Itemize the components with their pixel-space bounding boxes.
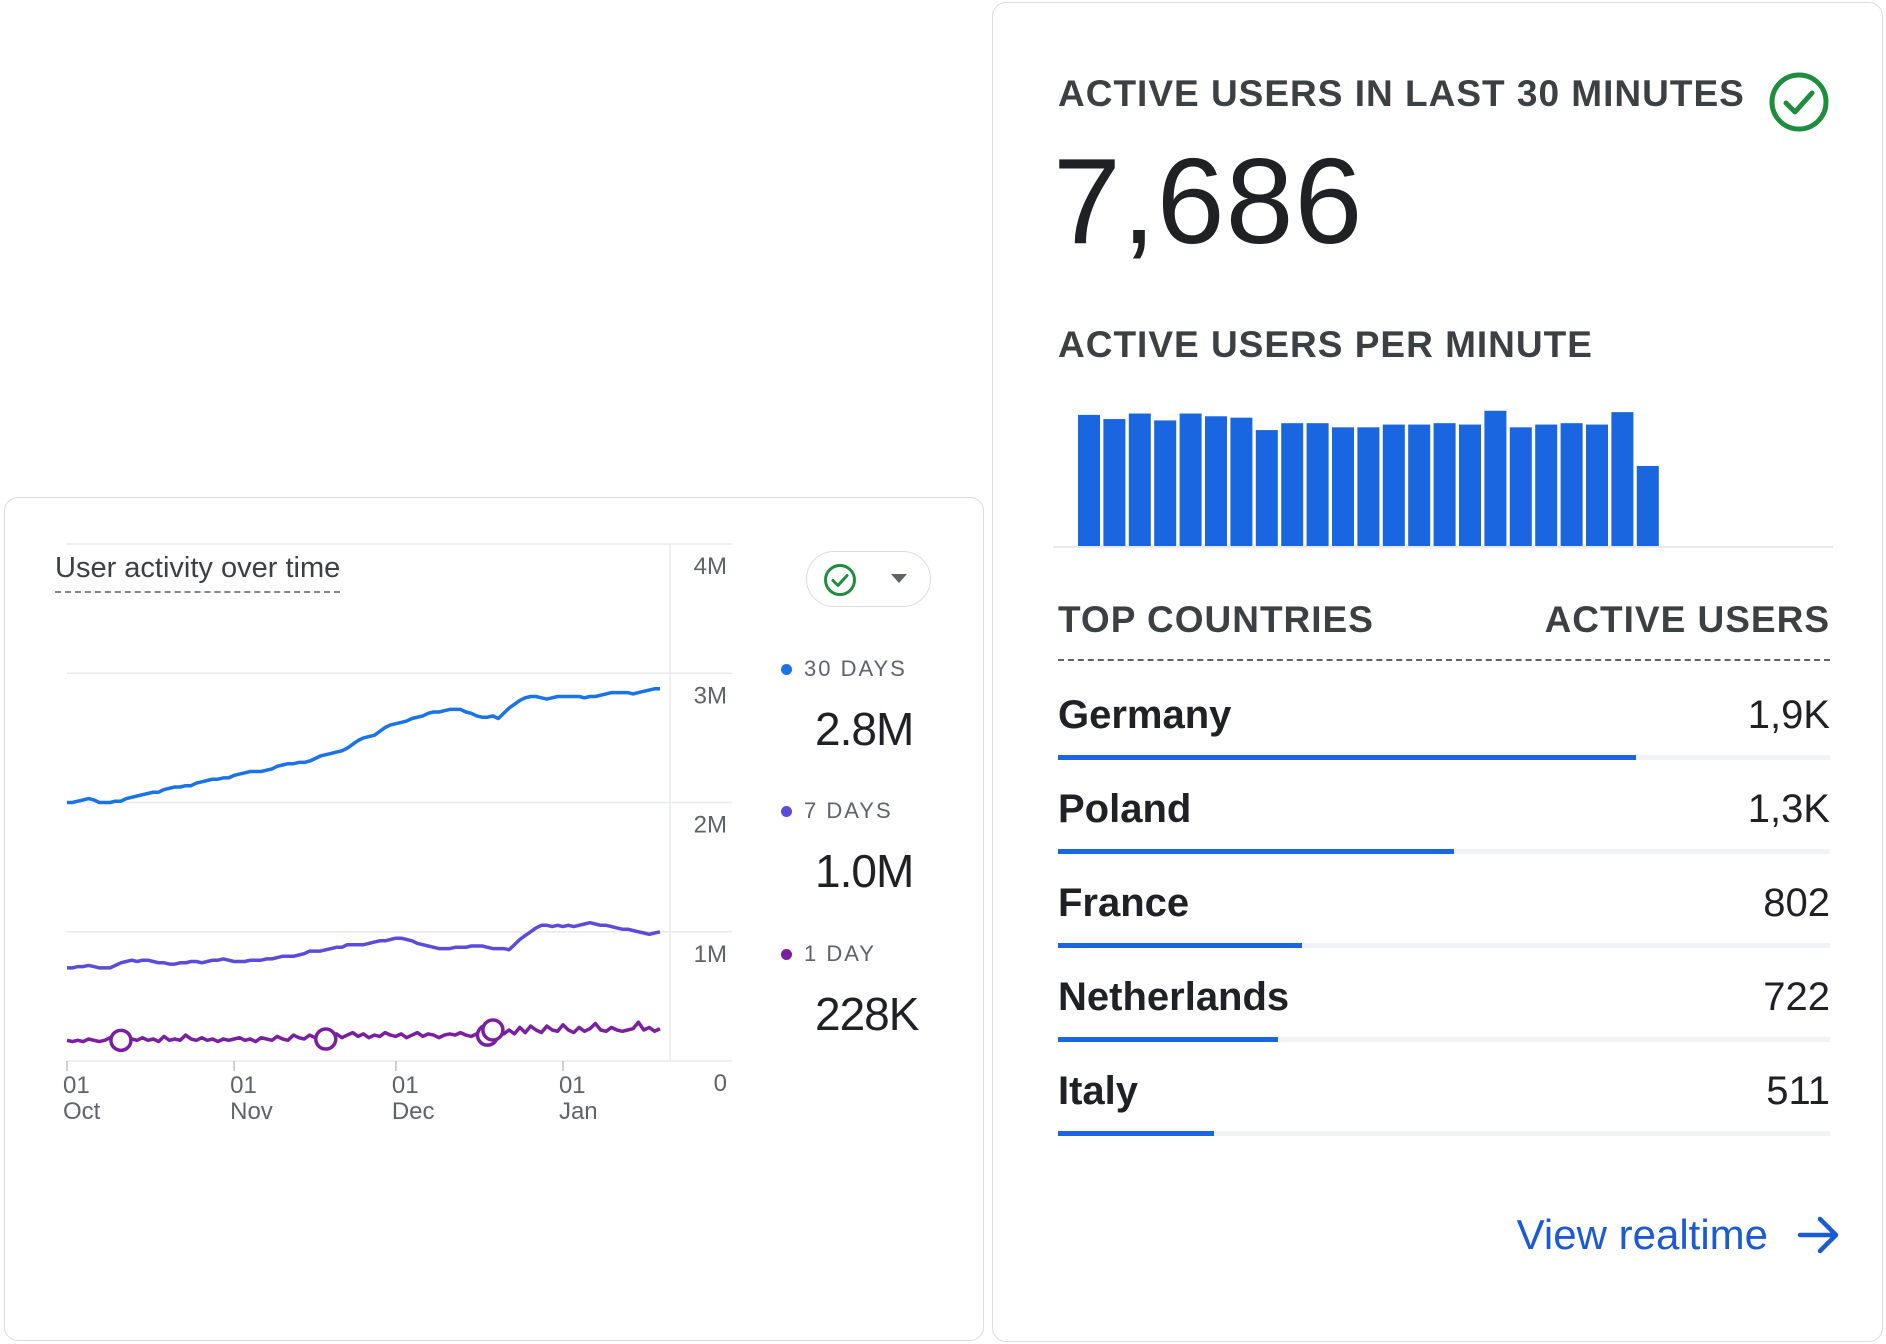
bar <box>1230 417 1253 546</box>
country-name: Netherlands <box>1058 975 1290 1019</box>
legend-label: 30 DAYS <box>804 656 907 681</box>
y-tick-label: 3M <box>694 682 727 709</box>
series-line-30-days <box>67 687 660 805</box>
country-name: Poland <box>1058 787 1192 831</box>
bar <box>1560 423 1583 546</box>
legend-value: 1.0M <box>815 845 914 897</box>
user-activity-card: User activity over time 4M 3M 2M 1M 0 01 Oct 01… <box>4 497 984 1341</box>
check-circle-icon[interactable] <box>1768 71 1830 133</box>
legend-dot <box>781 948 792 960</box>
y-tick-label: 1M <box>694 941 727 968</box>
country-bar-track <box>1058 943 1830 948</box>
top-countries-label: TOP COUNTRIES <box>1058 599 1374 640</box>
active-users-label: ACTIVE USERS <box>1544 599 1830 640</box>
series-line-7-days <box>67 920 661 970</box>
bar <box>1509 427 1532 546</box>
bar <box>1306 423 1329 546</box>
country-name: France <box>1058 881 1190 925</box>
country-bar-track <box>1058 849 1830 854</box>
per-minute-title: ACTIVE USERS PER MINUTE <box>1058 324 1593 365</box>
realtime-title: ACTIVE USERS IN LAST 30 MINUTES <box>1058 73 1745 114</box>
legend-1-day: 1 DAY 228K <box>781 941 981 1041</box>
bar <box>1128 413 1151 546</box>
x-tick-month: Jan <box>559 1098 598 1125</box>
bar <box>1408 424 1431 546</box>
country-bar-fill <box>1058 849 1454 854</box>
legend-dot <box>781 663 792 675</box>
bar <box>1255 430 1278 546</box>
x-tick-month: Dec <box>392 1098 435 1125</box>
x-tick-day: 01 <box>230 1072 257 1099</box>
country-bar-track <box>1058 1037 1830 1042</box>
country-value: 722 <box>1763 975 1830 1019</box>
annotation-marker <box>314 1027 338 1051</box>
bar <box>1205 416 1227 546</box>
bar <box>1636 465 1659 546</box>
annotation-marker <box>481 1018 505 1042</box>
legend-value: 228K <box>815 988 919 1040</box>
bar <box>1459 424 1481 546</box>
legend-value: 2.8M <box>815 703 914 755</box>
x-tick-month: Nov <box>230 1098 273 1125</box>
bar <box>1611 412 1634 546</box>
view-realtime-label: View realtime <box>1516 1211 1768 1258</box>
user-activity-title[interactable]: User activity over time <box>55 552 341 593</box>
country-row: Poland 1,3K <box>1058 787 1830 881</box>
bar <box>1484 410 1507 546</box>
bar <box>1586 424 1608 546</box>
country-bar-fill <box>1058 1037 1278 1042</box>
annotation-marker <box>109 1028 133 1053</box>
bar <box>1078 414 1100 546</box>
country-bar-fill <box>1058 1131 1214 1136</box>
realtime-card: ACTIVE USERS IN LAST 30 MINUTES 7,686 AC… <box>992 2 1883 1342</box>
legend-label: 1 DAY <box>804 941 876 966</box>
legend-7-days: 7 DAYS 1.0M <box>781 798 981 898</box>
legend-label: 7 DAYS <box>804 798 893 823</box>
per-minute-bar-chart <box>1053 410 1833 548</box>
legend-30-days: 30 DAYS 2.8M <box>781 656 981 756</box>
chart-options-menu[interactable] <box>806 551 931 607</box>
check-circle-icon <box>824 564 856 596</box>
series-line-1-day <box>66 1020 661 1044</box>
active-users-count: 7,686 <box>1053 133 1364 269</box>
country-value: 802 <box>1763 881 1830 925</box>
view-realtime-link[interactable]: View realtime <box>1517 1211 1842 1259</box>
country-bar-track <box>1058 1131 1830 1136</box>
country-value: 1,9K <box>1747 693 1830 737</box>
top-countries-header: TOP COUNTRIES ACTIVE USERS <box>1058 599 1830 661</box>
country-row: Germany 1,9K <box>1058 693 1830 787</box>
arrow-right-icon <box>1797 1216 1839 1254</box>
country-name: Germany <box>1058 693 1232 737</box>
country-value: 511 <box>1766 1069 1830 1113</box>
country-value: 1,3K <box>1747 787 1830 831</box>
bar <box>1433 423 1456 546</box>
x-tick-month: Oct <box>63 1098 101 1125</box>
country-bar-track <box>1058 755 1830 760</box>
caret-down-icon <box>891 574 907 583</box>
x-tick-day: 01 <box>392 1072 419 1099</box>
country-row: France 802 <box>1058 881 1830 975</box>
legend-dot <box>781 805 792 817</box>
country-bar-fill <box>1058 943 1302 948</box>
y-tick-label: 2M <box>694 812 727 839</box>
bar <box>1179 413 1202 546</box>
bar <box>1154 420 1177 546</box>
x-tick-day: 01 <box>63 1072 90 1099</box>
bar <box>1357 427 1380 546</box>
bar <box>1382 424 1405 546</box>
country-bar-fill <box>1058 755 1636 760</box>
country-name: Italy <box>1058 1069 1139 1113</box>
country-row: Netherlands 722 <box>1058 975 1830 1069</box>
country-row: Italy 511 <box>1058 1069 1830 1163</box>
bar <box>1281 423 1304 546</box>
y-tick-label: 4M <box>694 553 727 580</box>
bar <box>1535 424 1558 546</box>
bar <box>1103 419 1126 546</box>
x-tick-day: 01 <box>559 1072 586 1099</box>
y-tick-label: 0 <box>714 1070 727 1097</box>
bar <box>1332 427 1354 546</box>
